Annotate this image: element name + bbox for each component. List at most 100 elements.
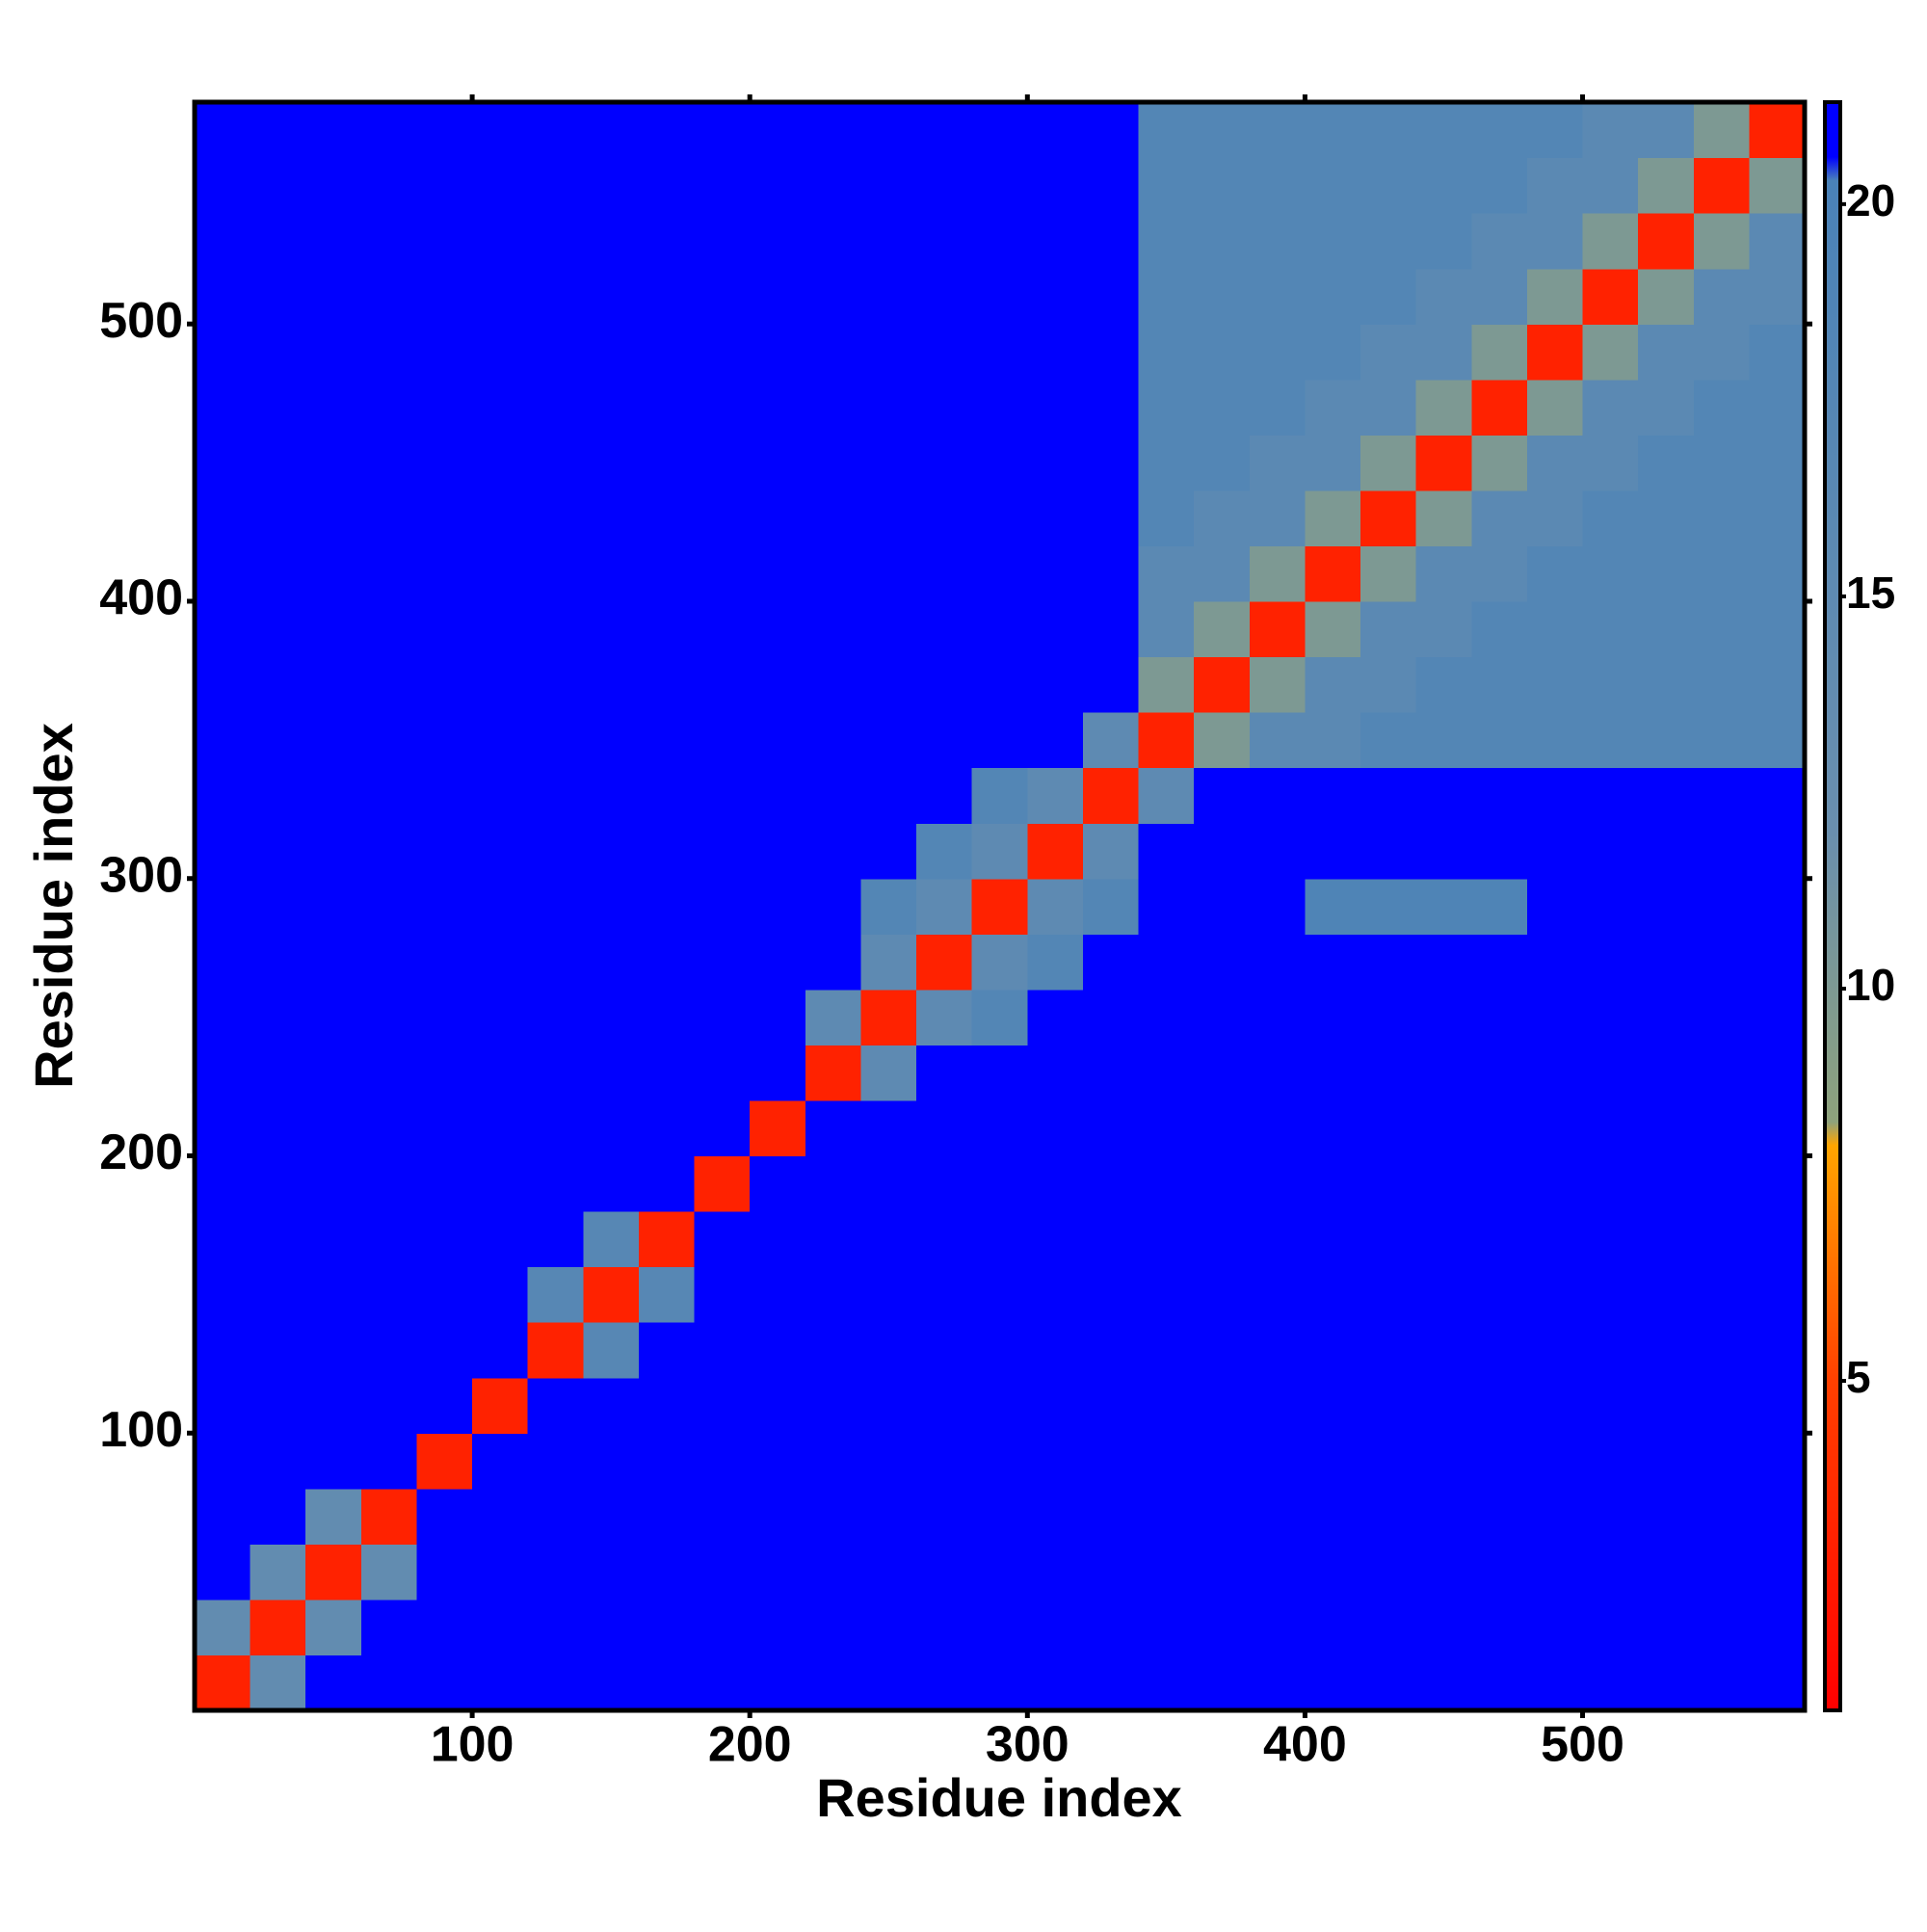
heatmap-cell bbox=[305, 600, 362, 658]
heatmap-cell bbox=[750, 1045, 806, 1101]
heatmap-cell bbox=[638, 1155, 696, 1212]
heatmap-cell bbox=[1582, 379, 1639, 436]
heatmap-cell bbox=[472, 1211, 529, 1268]
heatmap-cell bbox=[1027, 1377, 1084, 1434]
heatmap-cell bbox=[1471, 1488, 1528, 1545]
heatmap-cell bbox=[638, 712, 696, 769]
heatmap-cell bbox=[1082, 1544, 1140, 1601]
heatmap-cell bbox=[805, 1433, 862, 1490]
heatmap-cell bbox=[1415, 989, 1472, 1045]
heatmap-cell bbox=[472, 379, 529, 436]
heatmap-cell bbox=[527, 102, 584, 159]
heatmap-cell bbox=[805, 767, 862, 824]
heatmap-cell bbox=[1415, 1377, 1472, 1434]
heatmap-cell bbox=[1138, 767, 1195, 824]
heatmap-cell bbox=[1305, 712, 1361, 769]
heatmap-cell bbox=[1027, 157, 1084, 214]
heatmap-cell bbox=[1249, 1433, 1307, 1490]
heatmap-cell bbox=[360, 1654, 418, 1711]
heatmap-cell bbox=[416, 989, 473, 1045]
heatmap-cell bbox=[1749, 656, 1806, 713]
heatmap-cell bbox=[1526, 1266, 1584, 1323]
heatmap-cell bbox=[1138, 102, 1195, 159]
heatmap-cell bbox=[583, 1045, 640, 1101]
heatmap-cell bbox=[360, 878, 418, 935]
heatmap-cell bbox=[1693, 268, 1750, 325]
heatmap-cell bbox=[250, 600, 306, 658]
heatmap-cell bbox=[360, 490, 418, 547]
heatmap-cell bbox=[1360, 379, 1417, 436]
heatmap-cell bbox=[527, 823, 584, 880]
heatmap-cell bbox=[860, 102, 917, 159]
heatmap-cell bbox=[860, 1544, 917, 1601]
heatmap-cell bbox=[1249, 1266, 1307, 1323]
heatmap-cell bbox=[1249, 989, 1307, 1045]
heatmap-cell bbox=[583, 1488, 640, 1545]
heatmap-cell bbox=[638, 324, 696, 381]
heatmap-cell bbox=[1471, 379, 1528, 436]
heatmap-cell bbox=[1360, 656, 1417, 713]
heatmap-cell bbox=[805, 1266, 862, 1323]
heatmap-cell bbox=[527, 1433, 584, 1490]
heatmap-cell bbox=[1305, 1488, 1361, 1545]
heatmap-cell bbox=[416, 934, 473, 991]
heatmap-cell bbox=[1027, 989, 1084, 1045]
heatmap-cell bbox=[1082, 823, 1140, 880]
heatmap-cell bbox=[583, 157, 640, 214]
heatmap-cell bbox=[1693, 213, 1750, 270]
heatmap-cell bbox=[805, 656, 862, 713]
heatmap-cell bbox=[805, 712, 862, 769]
heatmap-cell bbox=[1638, 1488, 1695, 1545]
heatmap-cell bbox=[1526, 989, 1584, 1045]
heatmap-cell bbox=[305, 934, 362, 991]
heatmap-cell bbox=[1582, 324, 1639, 381]
heatmap-cell bbox=[860, 1266, 917, 1323]
heatmap-cell bbox=[638, 934, 696, 991]
heatmap-cell bbox=[971, 989, 1028, 1045]
heatmap-cell bbox=[916, 435, 973, 491]
x-axis-title: Residue index bbox=[816, 1767, 1182, 1828]
heatmap-cell bbox=[805, 1544, 862, 1601]
heatmap-cell bbox=[694, 1544, 751, 1601]
heatmap-cell bbox=[416, 1211, 473, 1268]
heatmap-cell bbox=[305, 1099, 362, 1157]
heatmap-cell bbox=[638, 1322, 696, 1379]
y-axis-title: Residue index bbox=[23, 723, 84, 1089]
heatmap-cell bbox=[1027, 1488, 1084, 1545]
heatmap-cell bbox=[1360, 1544, 1417, 1601]
heatmap-cell bbox=[1638, 1544, 1695, 1601]
heatmap-cell bbox=[250, 268, 306, 325]
heatmap-cell bbox=[1582, 989, 1639, 1045]
heatmap-cell bbox=[860, 656, 917, 713]
heatmap-cell bbox=[1027, 767, 1084, 824]
heatmap-cell bbox=[1138, 324, 1195, 381]
heatmap-cell bbox=[805, 1211, 862, 1268]
heatmap-cell bbox=[1360, 324, 1417, 381]
heatmap-cell bbox=[305, 157, 362, 214]
heatmap-cell bbox=[360, 712, 418, 769]
heatmap-cell bbox=[195, 1433, 251, 1490]
heatmap-cell bbox=[472, 712, 529, 769]
heatmap-cell bbox=[1138, 1599, 1195, 1656]
heatmap-cell bbox=[1249, 1099, 1307, 1157]
heatmap-cell bbox=[971, 1266, 1028, 1323]
heatmap-cell bbox=[971, 268, 1028, 325]
heatmap-cell bbox=[1305, 1654, 1361, 1711]
heatmap-cell bbox=[1360, 490, 1417, 547]
heatmap-cell bbox=[1249, 1045, 1307, 1101]
plot-frame bbox=[192, 99, 1808, 1713]
heatmap-cell bbox=[583, 656, 640, 713]
heatmap-cell bbox=[1693, 435, 1750, 491]
heatmap-cell bbox=[1027, 102, 1084, 159]
heatmap-cell bbox=[1082, 379, 1140, 436]
heatmap-cell bbox=[1360, 1654, 1417, 1711]
heatmap-cell bbox=[1249, 490, 1307, 547]
heatmap-cell bbox=[694, 1654, 751, 1711]
heatmap-cell bbox=[1471, 1099, 1528, 1157]
heatmap-cell bbox=[1415, 1155, 1472, 1212]
heatmap-cell bbox=[527, 712, 584, 769]
heatmap-cell bbox=[527, 213, 584, 270]
heatmap-cell bbox=[416, 1599, 473, 1656]
heatmap-cell bbox=[360, 268, 418, 325]
heatmap-cell bbox=[1693, 1045, 1750, 1101]
